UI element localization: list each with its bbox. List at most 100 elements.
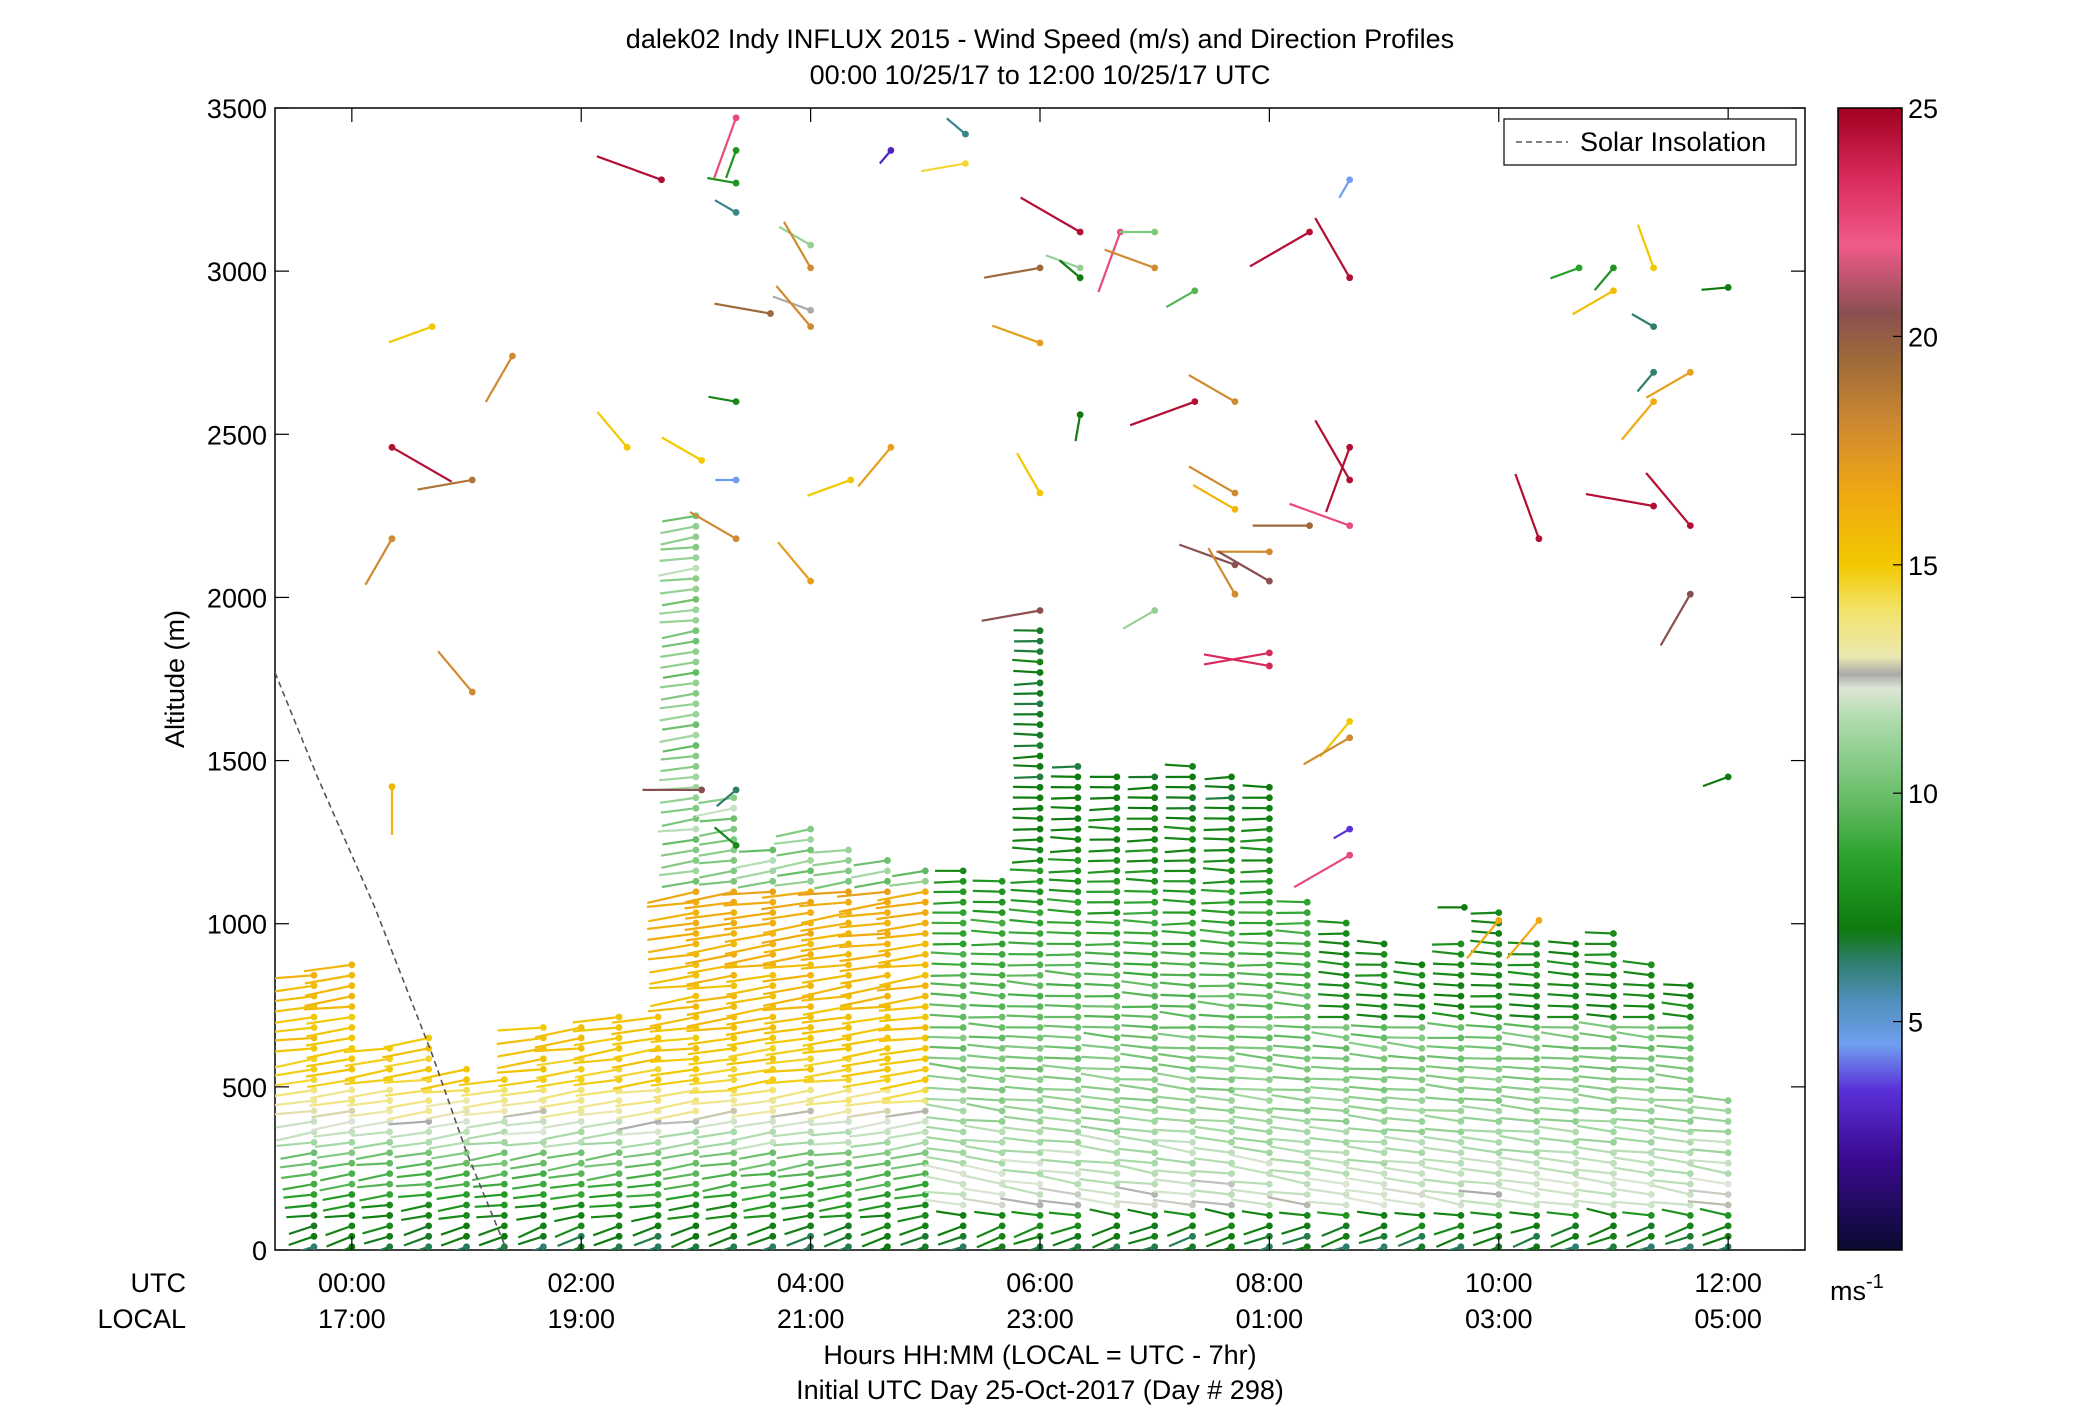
wind-barb-shaft <box>723 921 773 931</box>
wind-barb <box>572 1024 623 1033</box>
wind-barb-shaft <box>1052 1235 1079 1247</box>
wind-barb-shaft <box>695 1120 734 1129</box>
wind-barb <box>1204 783 1235 791</box>
wind-barb-shaft <box>1115 1185 1155 1196</box>
wind-barb-shaft <box>1201 919 1232 925</box>
wind-barb <box>736 867 777 880</box>
wind-barb-shaft <box>462 1099 505 1109</box>
wind-barb <box>933 888 967 896</box>
wind-barb-point <box>1303 971 1311 979</box>
wind-barb-shaft <box>1120 1043 1155 1050</box>
wind-barb <box>573 1034 623 1047</box>
wind-barb-shaft <box>467 1141 505 1146</box>
wind-barb-point <box>1113 950 1121 958</box>
wind-barb <box>473 1180 508 1188</box>
wind-barb <box>1194 1094 1235 1104</box>
wind-barb-point <box>1457 1013 1465 1021</box>
wind-barb-shaft <box>1040 1139 1078 1144</box>
wind-barb <box>698 867 738 879</box>
wind-barb-shaft <box>1046 931 1078 935</box>
wind-barb <box>505 1138 547 1147</box>
wind-barb-point <box>1533 1159 1541 1167</box>
wind-barb-point <box>1495 917 1503 924</box>
wind-barb-point <box>1265 1180 1273 1188</box>
wind-barb <box>1603 1243 1617 1250</box>
wind-barb-point <box>921 1107 929 1115</box>
wind-barb-point <box>692 689 700 697</box>
wind-barb <box>1204 804 1235 812</box>
wind-barb <box>1160 992 1196 1000</box>
wind-barb-shaft <box>383 1036 429 1049</box>
wind-barb <box>1201 909 1235 917</box>
wind-barb-point <box>1189 888 1196 896</box>
wind-barb-point <box>425 1232 433 1240</box>
wind-barb-point <box>1036 627 1044 635</box>
wind-barb <box>1654 1117 1694 1125</box>
wind-barb <box>893 1170 929 1181</box>
wind-barb-shaft <box>924 1164 964 1175</box>
wind-barb-shaft <box>928 1062 964 1071</box>
wind-barb <box>1507 961 1541 969</box>
wind-barb-shaft <box>1196 1055 1232 1060</box>
wind-barb-shaft <box>1536 1187 1576 1196</box>
wind-barb-point <box>1113 1024 1121 1031</box>
wind-barb-point <box>615 1024 623 1031</box>
y-tick-label: 3500 <box>207 94 267 124</box>
wind-barb-point <box>692 971 700 979</box>
wind-barb <box>1645 472 1694 530</box>
wind-barb <box>322 1191 356 1201</box>
wind-barb <box>1123 919 1159 927</box>
wind-barb <box>1433 1212 1465 1219</box>
wind-barb-shaft <box>839 963 888 973</box>
wind-barb-shaft <box>1194 1094 1232 1102</box>
wind-barb-point <box>692 1097 700 1104</box>
wind-barb <box>660 533 700 546</box>
wind-barb <box>1040 1138 1082 1146</box>
wind-barb-shaft <box>512 1193 544 1200</box>
wind-barb <box>1050 825 1082 833</box>
wind-barb <box>288 1222 318 1236</box>
wind-barb-point <box>1228 794 1235 802</box>
wind-barb <box>1622 1211 1655 1219</box>
wind-barb-shaft <box>1384 1147 1423 1154</box>
wind-barb <box>699 825 738 837</box>
wind-barb-point <box>654 1034 662 1042</box>
wind-barb <box>762 950 815 965</box>
wind-barb-shaft <box>719 1245 735 1250</box>
wind-barb-shaft <box>648 1047 696 1053</box>
wind-barb-shaft <box>670 1224 697 1237</box>
wind-barb-shaft <box>1715 1245 1729 1250</box>
wind-barb-shaft <box>1271 1088 1308 1092</box>
wind-barb-shaft <box>1104 248 1156 269</box>
wind-barb-point <box>921 909 929 917</box>
wind-barb-shaft <box>425 1099 467 1108</box>
wind-barb-point <box>1303 1118 1311 1125</box>
wind-barb-point <box>998 1243 1006 1250</box>
wind-barb-shaft <box>383 1078 429 1084</box>
wind-barb <box>1205 794 1235 802</box>
wind-barb-shaft <box>1575 1188 1614 1196</box>
wind-barb-shaft <box>1092 1235 1118 1249</box>
wind-barb <box>707 1222 738 1237</box>
wind-barb-point <box>1151 228 1159 236</box>
wind-barb-shaft <box>1318 950 1347 956</box>
wind-barb-point <box>1610 1222 1617 1230</box>
wind-barb <box>398 1191 433 1199</box>
wind-barb-point <box>1303 1044 1311 1052</box>
wind-barb-point <box>1151 264 1159 272</box>
wind-barb-point <box>1228 1128 1235 1136</box>
wind-barb-shaft <box>1464 1035 1499 1040</box>
wind-barb <box>1652 1147 1694 1157</box>
wind-barb-point <box>1495 1180 1503 1188</box>
wind-barb-point <box>807 1180 815 1188</box>
wind-barb-point <box>807 1086 815 1094</box>
wind-barb-shaft <box>698 869 734 879</box>
wind-barb <box>703 1191 738 1199</box>
wind-barb <box>928 1062 967 1073</box>
wind-barb-shaft <box>1470 950 1499 956</box>
wind-barb-point <box>577 1201 585 1209</box>
wind-barb <box>1004 1085 1044 1094</box>
wind-barb-point <box>1647 1024 1655 1031</box>
wind-barb-shaft <box>844 1099 888 1107</box>
wind-barb-point <box>1189 783 1196 791</box>
